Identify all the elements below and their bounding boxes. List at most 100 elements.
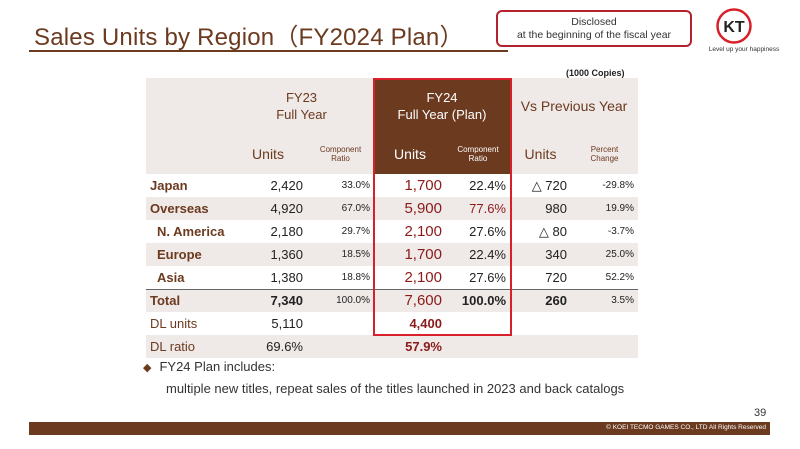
page-number: 39: [754, 407, 767, 419]
vs-pct: -29.8%: [602, 180, 634, 191]
empty-cell: [571, 312, 638, 335]
fy23-units: 1,360: [229, 243, 307, 266]
row-label: N. America: [157, 224, 225, 239]
vs-pct: 25.0%: [571, 243, 638, 266]
fy23-ratio: 67.0%: [307, 197, 374, 220]
vs-units: 980: [510, 197, 571, 220]
fy23-units: 5,110: [271, 316, 303, 331]
company-logo: KT Level up your happiness: [708, 8, 780, 54]
pct-line2: Change: [590, 154, 619, 163]
row-label: Japan: [150, 178, 188, 193]
vs-units: △ 80: [538, 223, 567, 239]
fy23-label: FY23: [285, 90, 318, 105]
table-row: N. America 2,180 29.7% 2,100 27.6% △ 80 …: [146, 220, 638, 243]
disclosed-line-1: Disclosed: [571, 16, 617, 28]
title-underline: [29, 50, 508, 52]
vs-units: 720: [545, 269, 567, 285]
bullet-text: FY24 Plan includes:: [159, 359, 276, 374]
fy24-units: 57.9%: [374, 335, 446, 358]
row-label: DL units: [150, 316, 198, 331]
corner-cell: [146, 78, 229, 134]
fy24-ratio: 100.0%: [446, 288, 510, 312]
fy24-units: 2,100: [404, 268, 442, 286]
logo-tagline: Level up your happiness: [708, 46, 780, 53]
fy24-units: 7,600: [374, 288, 446, 312]
fy24-units: 1,700: [404, 177, 442, 194]
fy23-units: 2,180: [270, 224, 303, 239]
row-label: Overseas: [146, 197, 229, 220]
fy24-units: 4,400: [409, 316, 442, 331]
bullet-note: ◆ FY24 Plan includes:: [143, 359, 275, 374]
row-label: Total: [146, 288, 229, 312]
vs-pct-header: Percent Change: [571, 134, 638, 174]
unit-note: (1000 Copies): [566, 68, 625, 78]
fy24-sublabel: Full Year (Plan): [397, 107, 487, 122]
empty-cell: [307, 335, 374, 358]
table-row: DL ratio 69.6% 57.9%: [146, 335, 638, 358]
vs-units: 340: [510, 243, 571, 266]
vs-pct: 52.2%: [605, 271, 634, 283]
fy24-group-header: FY24 Full Year (Plan): [374, 78, 510, 134]
disclosed-line-2: at the beginning of the fiscal year: [516, 29, 672, 41]
fy23-units: 2,420: [270, 178, 303, 193]
fy23-ratio: 18.5%: [307, 243, 374, 266]
vs-units: △ 720: [531, 177, 567, 193]
empty-cell: [510, 335, 571, 358]
vs-group-header: Vs Previous Year: [510, 78, 638, 134]
fy23-ratio: 33.0%: [341, 180, 370, 191]
fy23-units: 4,920: [229, 197, 307, 220]
comp-line2: Ratio: [468, 154, 488, 163]
fy23-units-header: Units: [229, 134, 307, 174]
fy23-ratio-header: Component Ratio: [307, 134, 374, 174]
fy23-ratio: 29.7%: [341, 226, 370, 237]
table-subheader: Units Component Ratio Units Component Ra…: [146, 134, 638, 174]
fy24-ratio: 77.6%: [446, 197, 510, 220]
disclosed-badge: Disclosed at the beginning of the fiscal…: [496, 10, 692, 47]
sales-table: FY23 Full Year FY24 Full Year (Plan) Vs …: [146, 78, 638, 358]
table-group-header: FY23 Full Year FY24 Full Year (Plan) Vs …: [146, 78, 638, 134]
table-row: Overseas 4,920 67.0% 5,900 77.6% 980 19.…: [146, 197, 638, 220]
fy24-ratio: 22.4%: [446, 243, 510, 266]
page-title: Sales Units by Region（FY2024 Plan）: [34, 24, 464, 51]
fy23-ratio: 18.8%: [341, 271, 370, 283]
fy24-units: 2,100: [404, 223, 442, 240]
row-label: Asia: [157, 269, 185, 285]
table-row: DL units 5,110 4,400: [146, 312, 638, 335]
row-label: Europe: [146, 243, 229, 266]
fy23-ratio: 100.0%: [307, 288, 374, 312]
comp-line1: Component: [319, 145, 362, 154]
logo-letters: KT: [723, 19, 745, 36]
empty-cell: [446, 312, 510, 335]
pct-line1: Percent: [590, 145, 619, 154]
empty-cell: [307, 312, 374, 335]
comp-line2: Ratio: [331, 154, 350, 163]
row-label: DL ratio: [146, 335, 229, 358]
bullet-detail: multiple new titles, repeat sales of the…: [166, 381, 625, 396]
fy23-units: 7,340: [229, 288, 307, 312]
empty-cell: [510, 312, 571, 335]
table-row: Japan 2,420 33.0% 1,700 22.4% △ 720 -29.…: [146, 174, 638, 197]
diamond-bullet-icon: ◆: [143, 362, 152, 374]
comp-line1: Component: [457, 145, 499, 154]
copyright-text: © KOEI TECMO GAMES CO., LTD All Rights R…: [606, 424, 766, 431]
table-row-total: Total 7,340 100.0% 7,600 100.0% 260 3.5%: [146, 288, 638, 312]
vs-pct: -3.7%: [607, 226, 634, 237]
fy23-units: 69.6%: [229, 335, 307, 358]
corner-cell-2: [146, 134, 229, 174]
fy24-units: 5,900: [374, 197, 446, 220]
vs-units: 260: [510, 288, 571, 312]
fy23-units: 1,380: [270, 269, 303, 285]
fy24-units-header: Units: [374, 134, 446, 174]
empty-cell: [446, 335, 510, 358]
vs-pct: 19.9%: [571, 197, 638, 220]
fy24-label: FY24: [426, 90, 458, 105]
vs-pct: 3.5%: [571, 288, 638, 312]
kt-logo-icon: KT: [716, 8, 752, 44]
table-row: Asia 1,380 18.8% 2,100 27.6% 720 52.2%: [146, 266, 638, 289]
fy24-ratio: 27.6%: [469, 269, 506, 285]
fy24-units: 1,700: [374, 243, 446, 266]
fy24-ratio: 27.6%: [469, 224, 506, 239]
fy24-ratio-header: Component Ratio: [446, 134, 510, 174]
fy23-group-header: FY23 Full Year: [229, 78, 374, 134]
vs-units-header: Units: [510, 134, 571, 174]
